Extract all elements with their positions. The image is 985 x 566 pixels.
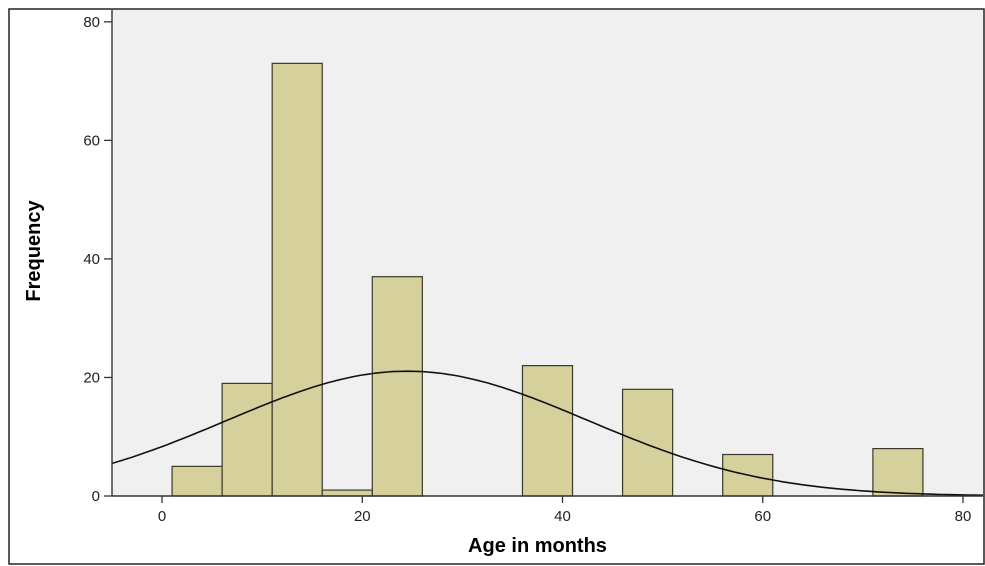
x-tick-label-40: 40 xyxy=(554,508,571,525)
histogram-bar-6 xyxy=(521,365,574,497)
x-tick-label-80: 80 xyxy=(955,508,972,525)
bars-group xyxy=(171,62,924,497)
y-tick-label-0: 0 xyxy=(92,488,100,505)
histogram-bar-7 xyxy=(621,388,674,497)
axes-group: 0 20 40 60 80 0 20 40 60 80 xyxy=(83,10,983,525)
x-axis-title: Age in months xyxy=(468,535,607,557)
x-tick-label-0: 0 xyxy=(158,508,166,525)
histogram-bar-2 xyxy=(221,382,273,497)
y-axis-title: Frequency xyxy=(23,200,45,302)
histogram-bar-1 xyxy=(171,465,223,497)
x-tick-label-20: 20 xyxy=(354,508,371,525)
normal-curve xyxy=(111,370,983,496)
y-tick-label-20: 20 xyxy=(83,369,100,386)
histogram-bar-5 xyxy=(371,276,423,497)
y-tick-label-80: 80 xyxy=(83,14,100,31)
y-tick-label-40: 40 xyxy=(83,251,100,268)
histogram-bar-9 xyxy=(872,447,924,497)
x-tick-label-60: 60 xyxy=(754,508,771,525)
histogram-bar-4 xyxy=(321,489,373,497)
y-tick-label-60: 60 xyxy=(83,132,100,149)
histogram-bar-3 xyxy=(271,62,323,497)
